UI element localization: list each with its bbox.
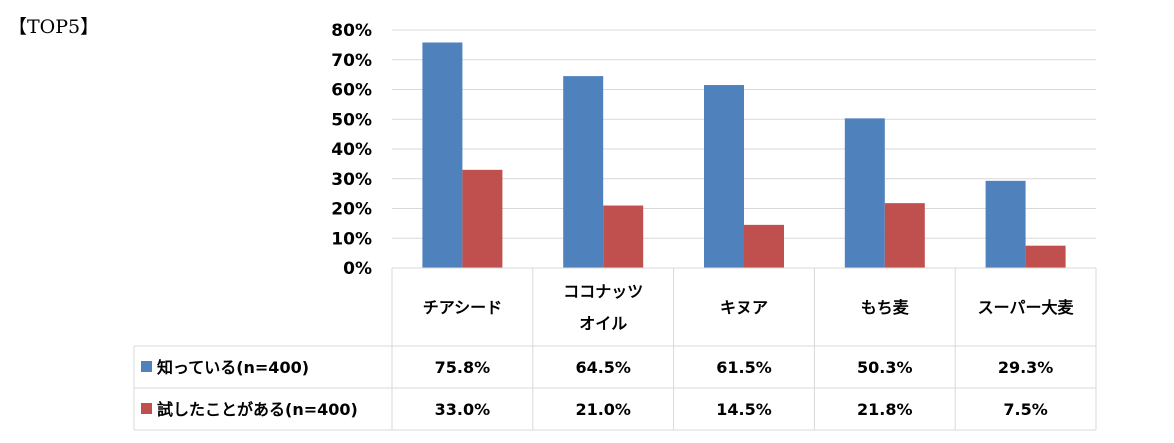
data-label: 61.5%: [716, 358, 772, 377]
bar-series-2: [884, 203, 925, 268]
data-label: 75.8%: [435, 358, 491, 377]
bar-series-1: [844, 118, 885, 268]
data-label: 64.5%: [575, 358, 631, 377]
data-label: 33.0%: [435, 400, 491, 419]
category-label: スーパー大麦: [978, 298, 1075, 317]
bar-series-2: [462, 169, 503, 268]
y-tick-label: 30%: [331, 170, 372, 190]
y-axis-ticks: 0% 10% 20% 30% 40% 50% 60% 70% 80%: [331, 21, 372, 279]
bar-series-2: [603, 205, 644, 268]
bar-series-1: [422, 42, 463, 269]
y-tick-label: 70%: [331, 51, 372, 71]
bar-series-2: [744, 224, 784, 268]
legend-label: 試したことがある(n=400): [157, 400, 358, 419]
legend-swatch: [141, 361, 152, 372]
y-tick-label: 20%: [331, 200, 372, 220]
category-label: チアシード: [423, 298, 502, 317]
y-tick-label: 10%: [331, 229, 372, 249]
y-tick-label: 60%: [331, 81, 372, 101]
data-label: 50.3%: [857, 358, 913, 377]
data-label: 7.5%: [1003, 400, 1047, 419]
data-label: 14.5%: [716, 400, 772, 419]
category-label: オイル: [579, 314, 627, 333]
legend-swatch: [141, 403, 152, 414]
category-label: ココナッツ: [563, 282, 643, 301]
y-tick-label: 50%: [331, 110, 372, 130]
bar-series-2: [1025, 245, 1066, 268]
y-tick-label: 0%: [343, 259, 372, 279]
legend-label: 知っている(n=400): [157, 358, 309, 377]
bar-series-1: [704, 85, 744, 268]
bars: [422, 42, 1066, 269]
y-tick-label: 80%: [331, 21, 372, 41]
bar-series-1: [985, 180, 1026, 268]
chart-heading: 【TOP5】: [8, 16, 100, 38]
category-label: もち麦: [861, 298, 910, 317]
bar-series-1: [563, 76, 604, 268]
y-tick-label: 40%: [331, 140, 372, 160]
data-label: 29.3%: [998, 358, 1054, 377]
data-label: 21.0%: [575, 400, 631, 419]
category-label: キヌア: [720, 298, 768, 317]
data-label: 21.8%: [857, 400, 913, 419]
